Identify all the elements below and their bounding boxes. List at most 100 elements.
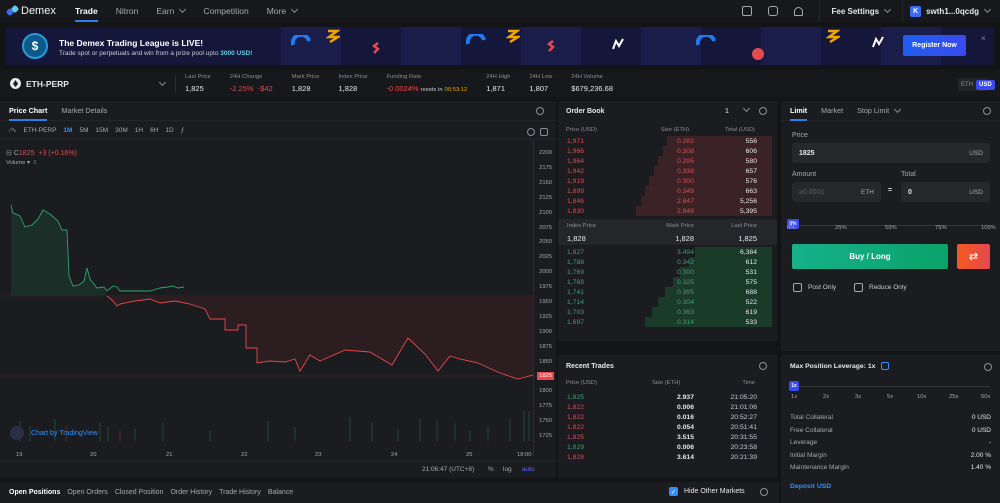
- leverage-track[interactable]: [790, 386, 990, 387]
- drag-handle-icon[interactable]: [759, 107, 767, 115]
- register-now-button[interactable]: Register Now: [903, 35, 966, 56]
- trade-row[interactable]: 1,829 0.006 20:23:58: [558, 442, 777, 452]
- deposit-usd-link[interactable]: Deposit USD: [790, 483, 832, 490]
- hide-other-markets-checkbox[interactable]: ✓ Hide Other Markets: [669, 487, 745, 496]
- bid-row[interactable]: 1,714 0.304 522: [558, 297, 777, 307]
- bid-row[interactable]: 1,697 0.314 533: [558, 317, 777, 327]
- tick-size-select[interactable]: 1: [725, 107, 729, 115]
- legend-collapse-icon[interactable]: ⊟: [6, 150, 12, 157]
- ask-row[interactable]: 1,971 0.282 556: [558, 136, 777, 146]
- trade-row[interactable]: 1,822 0.054 20:51:41: [558, 422, 777, 432]
- tab-market[interactable]: Market: [821, 106, 844, 115]
- tab-order-history[interactable]: Order History: [170, 489, 213, 496]
- ccy-usd[interactable]: USD: [976, 79, 995, 90]
- ask-row[interactable]: 1,919 0.300 576: [558, 176, 777, 186]
- tab-balance[interactable]: Balance: [267, 489, 294, 496]
- reduce-only-label: Reduce Only: [869, 284, 907, 291]
- interval-1d[interactable]: 1D: [165, 126, 174, 134]
- bid-row[interactable]: 1,788 0.342 612: [558, 257, 777, 267]
- ccy-eth[interactable]: ETH: [961, 81, 973, 88]
- trade-row[interactable]: 1,825 3.515 20:31:55: [558, 432, 777, 442]
- chart-symbol[interactable]: ETH-PERP: [23, 126, 57, 134]
- tab-limit[interactable]: Limit: [790, 101, 808, 121]
- volume-legend[interactable]: Volume ▾ 3: [6, 160, 37, 166]
- drag-handle-icon[interactable]: [759, 362, 767, 370]
- notification-bell-icon[interactable]: [793, 6, 803, 16]
- tab-market-details[interactable]: Market Details: [61, 106, 108, 115]
- drag-handle-icon[interactable]: [983, 107, 991, 115]
- tab-price-chart[interactable]: Price Chart: [9, 101, 48, 121]
- ask-row[interactable]: 1,942 0.338 657: [558, 166, 777, 176]
- bid-row[interactable]: 1,768 0.325 575: [558, 277, 777, 287]
- interval-1m[interactable]: 1M: [63, 126, 73, 134]
- interval-30m[interactable]: 30M: [115, 126, 128, 134]
- trade-row[interactable]: 1,828 3.614 20:21:39: [558, 452, 777, 462]
- bid-row[interactable]: 1,827 3.494 6,384: [558, 247, 777, 257]
- camera-icon[interactable]: [540, 128, 548, 136]
- drag-handle-icon[interactable]: [760, 488, 768, 496]
- amount-input[interactable]: ≥0.0001 ETH: [792, 182, 881, 202]
- trade-row[interactable]: 1,822 0.016 20:52:27: [558, 412, 777, 422]
- tab-closed-position[interactable]: Closed Position: [114, 489, 164, 496]
- layout-panel-icon[interactable]: [741, 6, 752, 16]
- settings-gear-icon[interactable]: [527, 128, 535, 136]
- ask-row[interactable]: 1,899 0.349 663: [558, 186, 777, 196]
- drag-handle-icon[interactable]: [536, 107, 544, 115]
- close-icon[interactable]: ×: [981, 34, 986, 43]
- nav-trade[interactable]: Trade: [75, 0, 98, 22]
- nav-competition[interactable]: Competition: [203, 0, 248, 22]
- leverage-knob[interactable]: 1x: [789, 381, 799, 391]
- account-button[interactable]: K swth1...0qcdg: [903, 5, 1000, 17]
- edit-icon[interactable]: [881, 362, 890, 370]
- nav-earn[interactable]: Earn: [156, 0, 187, 22]
- post-only-checkbox[interactable]: Post Only: [793, 283, 836, 292]
- tradingview-attribution[interactable]: Chart by TradingView: [10, 426, 98, 440]
- chevron-down-icon: [291, 5, 299, 14]
- interval-6h[interactable]: 6H: [150, 126, 159, 134]
- tab-trade-history[interactable]: Trade History: [219, 489, 261, 496]
- tab-open-orders[interactable]: Open Orders: [67, 489, 108, 496]
- scale-auto[interactable]: auto: [522, 466, 535, 473]
- swap-side-icon[interactable]: ⇄: [957, 244, 990, 269]
- chevron-down-icon[interactable]: [742, 104, 751, 113]
- nav-nitron[interactable]: Nitron: [116, 0, 139, 22]
- nav-more[interactable]: More: [267, 0, 299, 22]
- chart-canvas[interactable]: ⊟ C1825 +3 (+0.16%) Volume ▾ 3 2200 2175…: [0, 141, 556, 478]
- depth-bar: [640, 196, 772, 206]
- total-input[interactable]: 0 USD: [901, 182, 990, 202]
- bid-row[interactable]: 1,741 0.395 688: [558, 287, 777, 297]
- drag-handle-icon[interactable]: [984, 363, 992, 371]
- amount-unit: ETH: [861, 188, 874, 196]
- ask-row[interactable]: 1,846 2.847 5,256: [558, 196, 777, 206]
- ask-row[interactable]: 1,830 2.948 5,395: [558, 206, 777, 216]
- stat-mark-price: Mark Price 1,828: [292, 74, 320, 93]
- interval-5m[interactable]: 5M: [79, 126, 89, 134]
- ask-row[interactable]: 1,966 0.308 606: [558, 146, 777, 156]
- indicator-icon[interactable]: ⁄∿: [10, 127, 17, 134]
- leverage-tick: 5x: [887, 394, 894, 400]
- interval-1h[interactable]: 1H: [134, 126, 144, 134]
- tab-open-positions[interactable]: Open Positions: [9, 489, 61, 496]
- trade-row[interactable]: 1,825 2.937 21:05:20: [558, 392, 777, 402]
- fee-settings-button[interactable]: Fee Settings: [818, 0, 904, 22]
- price-input[interactable]: 1825 USD: [792, 143, 990, 163]
- trade-row[interactable]: 1,822 0.006 21:01:06: [558, 402, 777, 412]
- reduce-only-checkbox[interactable]: Reduce Only: [854, 283, 907, 292]
- bid-row[interactable]: 1,769 0.300 531: [558, 267, 777, 277]
- interval-15m[interactable]: 15M: [95, 126, 109, 134]
- ask-row[interactable]: 1,964 0.295 580: [558, 156, 777, 166]
- functions-icon[interactable]: ƒ: [180, 126, 185, 134]
- scale-percent[interactable]: %: [488, 466, 494, 473]
- scale-log[interactable]: log: [503, 466, 512, 473]
- currency-toggle[interactable]: ETH USD: [958, 78, 995, 91]
- price-area-chart[interactable]: [0, 141, 533, 456]
- price-axis[interactable]: 2200 2175 2150 2125 2100 2075 2050 2025 …: [533, 141, 556, 456]
- leverage-tick: 3x: [855, 394, 862, 400]
- support-chat-icon[interactable]: [767, 6, 778, 16]
- tab-stop-limit[interactable]: Stop Limit: [857, 101, 902, 121]
- brand-logo[interactable]: Demex: [5, 4, 69, 17]
- buy-long-button[interactable]: Buy / Long: [792, 244, 948, 269]
- bid-row[interactable]: 1,703 0.363 619: [558, 307, 777, 317]
- slider-knob[interactable]: 0%: [787, 219, 799, 229]
- market-selector[interactable]: ETH-PERP: [0, 74, 176, 93]
